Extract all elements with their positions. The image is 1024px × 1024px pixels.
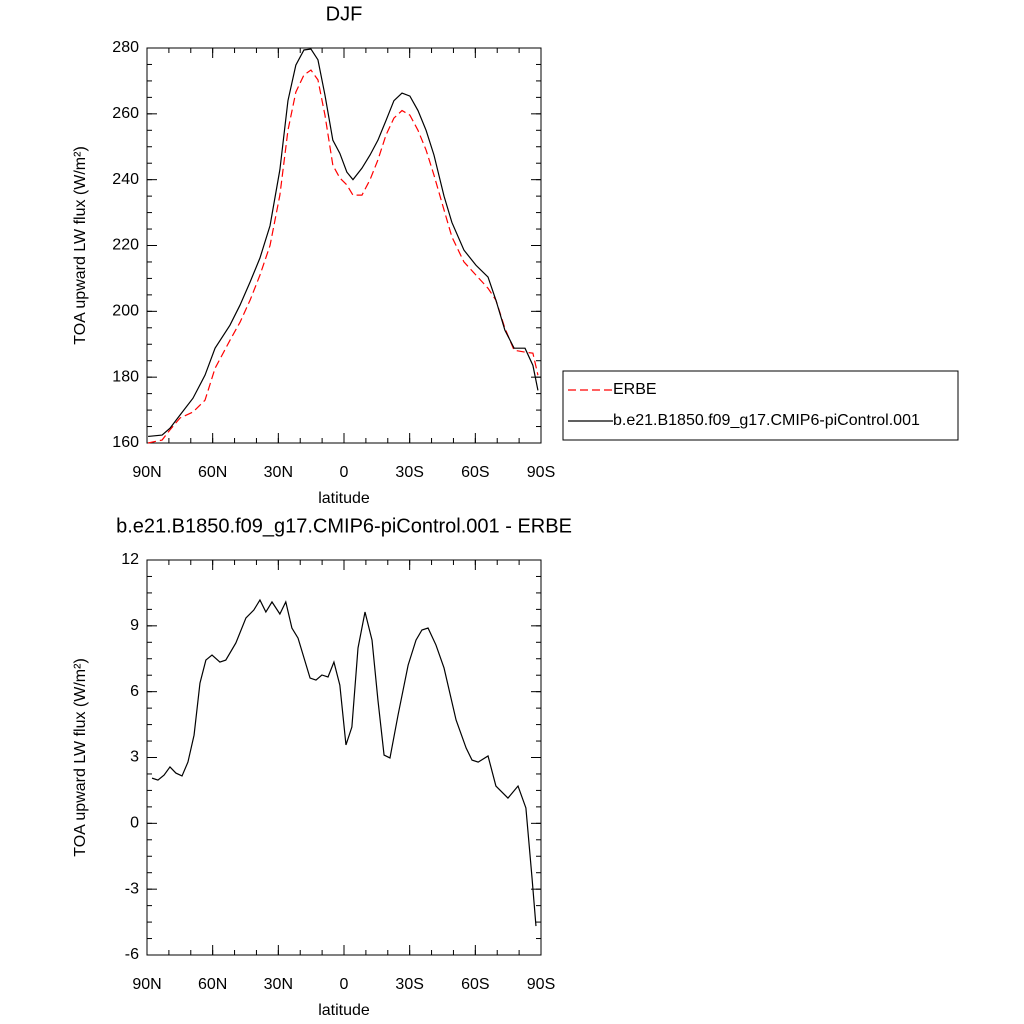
series-line xyxy=(151,598,537,927)
x-axis-label: latitude xyxy=(318,1002,370,1019)
legend-label: b.e21.B1850.f09_g17.CMIP6-piControl.001 xyxy=(613,412,920,429)
y-tick-label: 200 xyxy=(112,303,139,320)
y-axis-label: TOA upward LW flux (W/m²) xyxy=(72,146,89,345)
x-tick-label: 90S xyxy=(527,464,555,481)
y-tick-label: 0 xyxy=(130,815,139,832)
x-tick-label: 90S xyxy=(527,976,555,993)
x-tick-label: 30N xyxy=(264,464,293,481)
x-tick-label: 60S xyxy=(461,976,489,993)
chart-title: DJF xyxy=(326,3,363,25)
y-tick-label: 180 xyxy=(112,368,139,385)
y-tick-label: -6 xyxy=(125,946,139,963)
plot-frame xyxy=(146,559,542,956)
series-line xyxy=(147,69,539,444)
y-tick-label: 6 xyxy=(130,683,139,700)
x-tick-label: 0 xyxy=(340,976,349,993)
x-axis-label: latitude xyxy=(318,490,370,507)
x-tick-label: 90N xyxy=(132,976,161,993)
x-tick-label: 60N xyxy=(198,464,227,481)
y-tick-label: 240 xyxy=(112,171,139,188)
y-tick-label: 160 xyxy=(112,434,139,451)
series-line xyxy=(148,48,539,438)
x-tick-label: 90N xyxy=(132,464,161,481)
y-tick-label: 280 xyxy=(112,39,139,56)
y-tick-label: 260 xyxy=(112,105,139,122)
y-tick-label: 3 xyxy=(130,749,139,766)
y-tick-label: 9 xyxy=(130,617,139,634)
chart-title: b.e21.B1850.f09_g17.CMIP6-piControl.001 … xyxy=(116,515,572,537)
x-tick-label: 60S xyxy=(461,464,489,481)
x-tick-label: 30S xyxy=(395,976,423,993)
legend-box xyxy=(562,370,959,441)
x-tick-label: 30N xyxy=(264,976,293,993)
legend-label: ERBE xyxy=(613,381,657,398)
plot-frame xyxy=(146,47,542,444)
x-tick-label: 30S xyxy=(395,464,423,481)
y-tick-label: -3 xyxy=(125,880,139,897)
y-tick-label: 12 xyxy=(121,551,139,568)
x-tick-label: 0 xyxy=(340,464,349,481)
y-tick-label: 220 xyxy=(112,237,139,254)
y-axis-label: TOA upward LW flux (W/m²) xyxy=(72,658,89,857)
x-tick-label: 60N xyxy=(198,976,227,993)
